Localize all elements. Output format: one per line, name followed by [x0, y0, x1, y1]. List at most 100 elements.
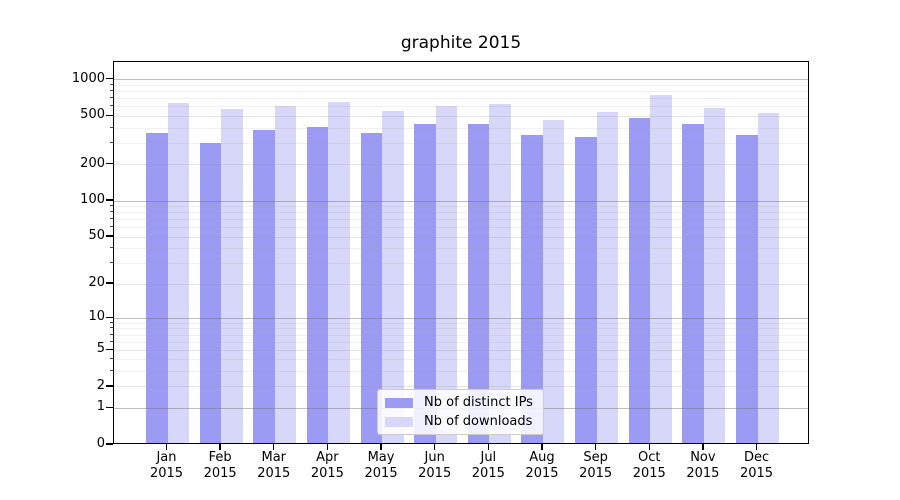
x-tick-mark-jul — [487, 444, 490, 450]
y-tick-mark-20 — [106, 282, 113, 284]
x-tick-label-jun: Jun 2015 — [418, 450, 452, 481]
bar-downloads-jan — [167, 103, 189, 443]
y-minor-grid-line-6 — [114, 341, 808, 343]
bar-distinct-ips-jul — [467, 124, 490, 443]
y-minor-grid-line-7 — [114, 334, 808, 336]
legend: Nb of distinct IPs Nb of downloads — [377, 389, 544, 435]
y-minor-grid-line-300 — [114, 142, 808, 144]
y-grid-line-5 — [114, 349, 808, 351]
y-tick-mark-2 — [106, 385, 113, 387]
x-tick-mark-dec — [755, 444, 758, 450]
bar-distinct-ips-jan — [146, 133, 168, 443]
y-tick-mark-1000 — [106, 78, 113, 80]
x-tick-label-apr: Apr 2015 — [310, 450, 344, 481]
y-minor-grid-line-800 — [114, 91, 808, 93]
y-tick-label-500: 500 — [80, 107, 105, 123]
y-minor-grid-line-30 — [114, 262, 808, 264]
legend-item-downloads: Nb of downloads — [385, 414, 536, 429]
bar-distinct-ips-nov — [682, 124, 704, 443]
y-minor-grid-line-80 — [114, 212, 808, 214]
y-tick-mark-200 — [106, 162, 113, 165]
x-tick-mark-aug — [541, 444, 543, 450]
bar-distinct-ips-sep — [575, 136, 597, 443]
x-tick-mark-mar — [273, 444, 275, 450]
y-grid-line-1000 — [114, 79, 808, 81]
x-tick-label-may: May 2015 — [364, 450, 398, 481]
legend-label-downloads: Nb of downloads — [424, 414, 533, 429]
y-tick-label-1000: 1000 — [71, 70, 105, 86]
y-minor-tick-mark-60 — [109, 226, 113, 228]
y-grid-line-100 — [114, 200, 808, 202]
y-tick-label-10: 10 — [88, 309, 105, 325]
y-tick-mark-5 — [106, 348, 113, 350]
y-tick-label-50: 50 — [88, 228, 105, 244]
y-tick-label-200: 200 — [80, 155, 105, 171]
y-minor-grid-line-900 — [114, 84, 808, 86]
y-minor-grid-line-3 — [114, 371, 808, 373]
y-tick-label-5: 5 — [96, 341, 105, 357]
y-minor-tick-mark-7 — [109, 333, 113, 335]
y-minor-grid-line-600 — [114, 106, 808, 108]
y-tick-label-2: 2 — [96, 377, 105, 393]
y-grid-line-500 — [114, 115, 808, 117]
x-tick-label-jan: Jan 2015 — [149, 450, 184, 481]
x-tick-mark-feb — [219, 444, 221, 450]
y-minor-grid-line-70 — [114, 219, 808, 221]
bar-downloads-jun — [435, 105, 458, 443]
x-tick-label-nov: Nov 2015 — [686, 450, 720, 481]
x-tick-mark-oct — [648, 444, 650, 450]
x-tick-mark-nov — [702, 444, 704, 450]
legend-swatch-downloads — [385, 416, 413, 427]
y-grid-line-2 — [114, 386, 808, 388]
y-minor-grid-line-400 — [114, 127, 808, 129]
x-tick-label-aug: Aug 2015 — [525, 450, 559, 481]
x-tick-mark-jan — [165, 444, 168, 450]
y-minor-grid-line-700 — [114, 98, 808, 100]
bar-downloads-sep — [596, 111, 619, 443]
y-minor-tick-mark-9 — [109, 321, 113, 323]
y-minor-tick-mark-800 — [109, 90, 113, 92]
y-tick-label-0: 0 — [96, 436, 105, 451]
y-tick-mark-1 — [106, 406, 113, 409]
y-minor-tick-mark-6 — [109, 340, 113, 342]
y-minor-tick-mark-4 — [109, 358, 113, 360]
y-grid-line-20 — [114, 283, 808, 285]
bar-distinct-ips-may — [360, 133, 383, 443]
x-tick-mark-may — [380, 444, 382, 450]
y-minor-grid-line-4 — [114, 359, 808, 361]
y-tick-mark-0 — [106, 443, 113, 445]
bar-downloads-oct — [650, 95, 672, 443]
x-tick-mark-apr — [326, 444, 329, 450]
y-minor-grid-line-60 — [114, 227, 808, 229]
x-tick-label-dec: Dec 2015 — [739, 450, 774, 481]
y-grid-line-200 — [114, 164, 808, 166]
bar-distinct-ips-dec — [736, 135, 758, 443]
y-minor-tick-mark-8 — [109, 327, 113, 329]
y-minor-tick-mark-300 — [109, 141, 113, 143]
y-tick-label-20: 20 — [88, 275, 105, 291]
plot-area: Nb of distinct IPs Nb of downloads — [113, 61, 809, 444]
y-minor-tick-mark-80 — [109, 211, 113, 213]
legend-label-distinct-ips: Nb of distinct IPs — [424, 395, 533, 410]
bar-distinct-ips-aug — [521, 135, 543, 443]
y-minor-grid-line-8 — [114, 328, 808, 330]
y-grid-line-50 — [114, 236, 808, 238]
y-minor-tick-mark-70 — [109, 218, 113, 220]
legend-swatch-distinct-ips — [385, 397, 413, 408]
legend-item-distinct-ips: Nb of distinct IPs — [385, 395, 536, 410]
bar-downloads-mar — [274, 106, 297, 443]
x-tick-label-sep: Sep 2015 — [579, 450, 613, 481]
x-tick-label-feb: Feb 2015 — [203, 450, 237, 481]
x-tick-label-oct: Oct 2015 — [632, 450, 666, 481]
y-tick-mark-100 — [106, 199, 113, 201]
y-minor-grid-line-90 — [114, 206, 808, 208]
y-minor-tick-mark-40 — [109, 247, 113, 249]
y-tick-label-100: 100 — [80, 192, 105, 208]
x-tick-label-mar: Mar 2015 — [257, 450, 291, 481]
y-grid-line-10 — [114, 317, 808, 319]
y-tick-mark-50 — [106, 235, 113, 237]
bar-downloads-dec — [757, 112, 780, 443]
y-minor-tick-mark-3 — [109, 370, 113, 372]
x-tick-label-jul: Jul 2015 — [471, 450, 505, 481]
